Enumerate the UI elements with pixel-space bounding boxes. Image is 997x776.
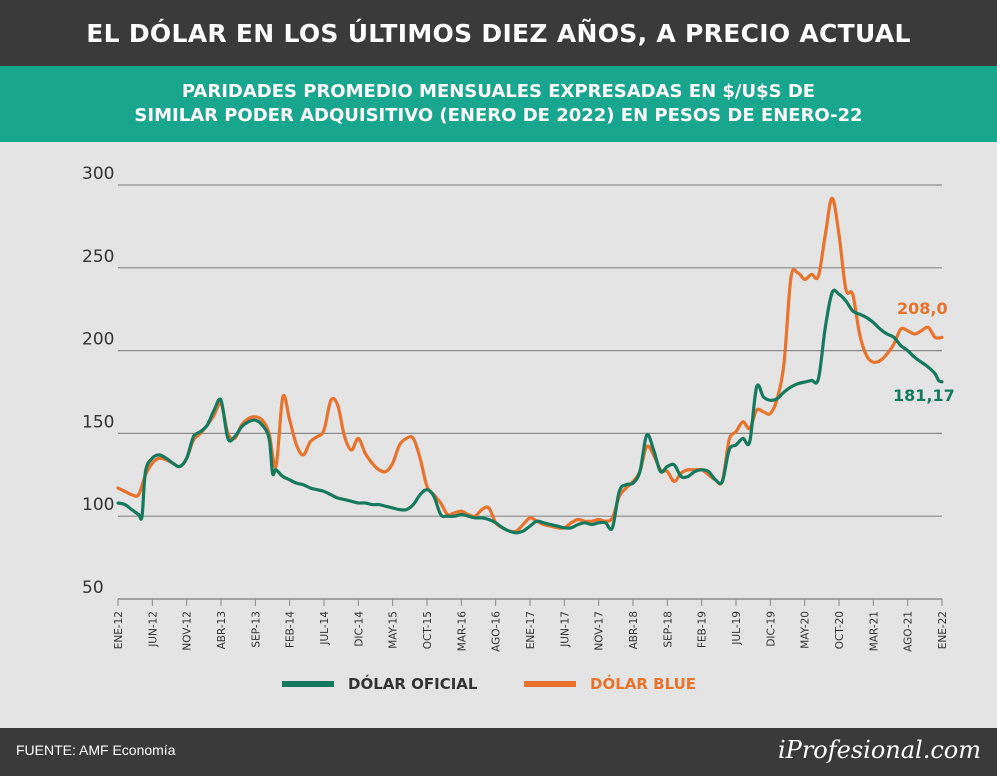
x-tick-label: MAR-21 [868,611,880,651]
plot-area: 50 100 150 200 250 300 ENE-12 JUN-12 NOV-12 ABR-1… [0,142,997,728]
x-tick-label: AGO-16 [491,611,503,652]
legend-swatch-oficial [282,681,334,687]
series-line-oficial [116,288,944,535]
label-layer: 181,17 208,0 [893,299,955,405]
x-tick-label: FEB-14 [285,611,297,648]
x-tick-label: NOV-17 [594,611,606,651]
x-tick-label: SEP-13 [250,611,262,648]
x-tick-label: JUL-14 [319,611,331,646]
end-label-oficial: 181,17 [893,386,955,405]
axis-layer: 50 100 150 200 250 300 ENE-12 JUN-12 NOV-12 ABR-1… [82,164,949,652]
x-tick-label: ENE-17 [525,611,537,649]
x-tick-label: MAY-20 [800,611,812,649]
x-tick-label: JUL-19 [731,611,743,646]
y-tick-label-200: 200 [82,330,114,350]
chart-subtitle-line-1: PARIDADES PROMEDIO MENSUALES EXPRESADAS … [181,81,816,102]
legend-item-oficial: DÓLAR OFICIAL [282,675,477,693]
legend-item-blue: DÓLAR BLUE [524,675,696,693]
legend-swatch-blue [524,681,576,687]
x-tick-label: JUN-17 [559,611,571,648]
x-tick-label: ABR-18 [628,611,640,649]
source-note: FUENTE: AMF Economía [16,742,176,758]
x-tick-label: ABR-13 [216,611,228,649]
series-layer [116,196,944,535]
brand-logo: iProfesional.com [778,736,981,764]
grid-layer [118,184,942,600]
series-line-blue [116,196,944,534]
chart-title-bar: EL DÓLAR EN LOS ÚLTIMOS DIEZ AÑOS, A PRE… [0,0,997,66]
y-tick-label-100: 100 [82,495,114,515]
x-tick-label: MAR-16 [456,611,468,652]
chart-subtitle-bar: PARIDADES PROMEDIO MENSUALES EXPRESADAS … [0,66,997,142]
x-tick-label: NOV-12 [182,611,194,651]
legend-label-blue: DÓLAR BLUE [590,675,697,693]
x-tick-label: OCT-20 [834,611,846,649]
legend-label-oficial: DÓLAR OFICIAL [348,675,478,693]
x-tick-label: OCT-15 [422,611,434,649]
y-tick-label-50: 50 [82,578,104,598]
y-tick-label-300: 300 [82,164,114,184]
x-tick-label: DIC-14 [353,611,365,647]
x-tick-label: FEB-19 [697,611,709,648]
x-tick-label: DIC-19 [765,611,777,647]
y-tick-label-150: 150 [82,412,114,432]
end-label-blue: 208,0 [897,299,948,318]
x-tick-label: SEP-18 [662,611,674,648]
x-tick-label: AGO-21 [903,611,915,652]
legend: DÓLAR OFICIAL DÓLAR BLUE [0,675,997,705]
x-tick-label: JUN-12 [147,611,159,648]
chart-subtitle-line-2: SIMILAR PODER ADQUISITIVO (ENERO DE 2022… [134,105,863,126]
footer-bar: FUENTE: AMF Economía iProfesional.com [0,728,997,776]
chart-title: EL DÓLAR EN LOS ÚLTIMOS DIEZ AÑOS, A PRE… [86,18,911,48]
x-tick-label: MAY-15 [388,611,400,649]
y-tick-label-250: 250 [82,247,114,267]
x-tick-label: ENE-22 [937,611,949,649]
line-chart: 50 100 150 200 250 300 ENE-12 JUN-12 NOV-12 ABR-1… [82,164,955,652]
x-tick-label: ENE-12 [113,611,125,649]
